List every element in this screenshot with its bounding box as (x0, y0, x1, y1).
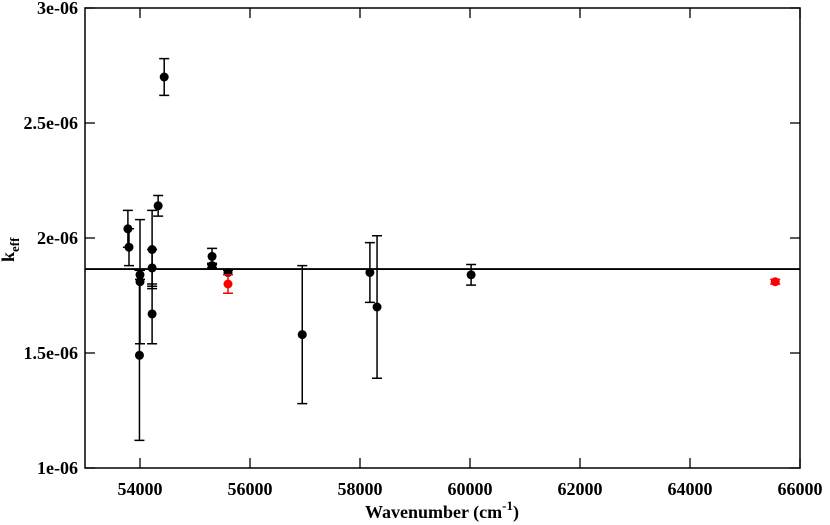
data-point (147, 263, 157, 273)
y-label-base: k (0, 252, 18, 262)
x-label-text: Wavenumber (cm (365, 502, 502, 523)
data-point (153, 201, 163, 211)
data-point (372, 302, 382, 312)
y-tick-label: 2e-06 (37, 228, 78, 248)
x-label-close: ) (513, 502, 519, 523)
data-point (159, 72, 169, 82)
data-point (134, 350, 144, 360)
data-point (207, 261, 217, 271)
y-axis-label: keff (0, 237, 22, 262)
data-point (124, 242, 134, 252)
x-tick-label: 54000 (118, 479, 163, 499)
data-point (770, 277, 780, 287)
x-axis-label: Wavenumber (cm-1) (365, 498, 519, 523)
data-point (207, 251, 217, 261)
data-point (365, 268, 375, 277)
data-point (223, 279, 233, 289)
y-tick-label: 1.5e-06 (24, 343, 78, 363)
y-tick-label: 2.5e-06 (24, 113, 78, 133)
plot-frame (84, 7, 801, 469)
x-tick-label: 56000 (228, 479, 273, 499)
x-tick-label: 64000 (668, 479, 713, 499)
data-point (147, 309, 157, 319)
y-tick-label: 3e-06 (37, 0, 78, 18)
y-tick-label: 1e-06 (37, 458, 78, 478)
x-tick-label: 58000 (338, 479, 383, 499)
data-point (466, 270, 476, 280)
x-tick-label: 66000 (778, 479, 823, 499)
x-label-sup: -1 (502, 498, 513, 513)
x-tick-label: 60000 (448, 479, 493, 499)
data-point (297, 330, 307, 340)
x-tick-label: 62000 (558, 479, 603, 499)
y-label-sub: eff (7, 237, 22, 252)
